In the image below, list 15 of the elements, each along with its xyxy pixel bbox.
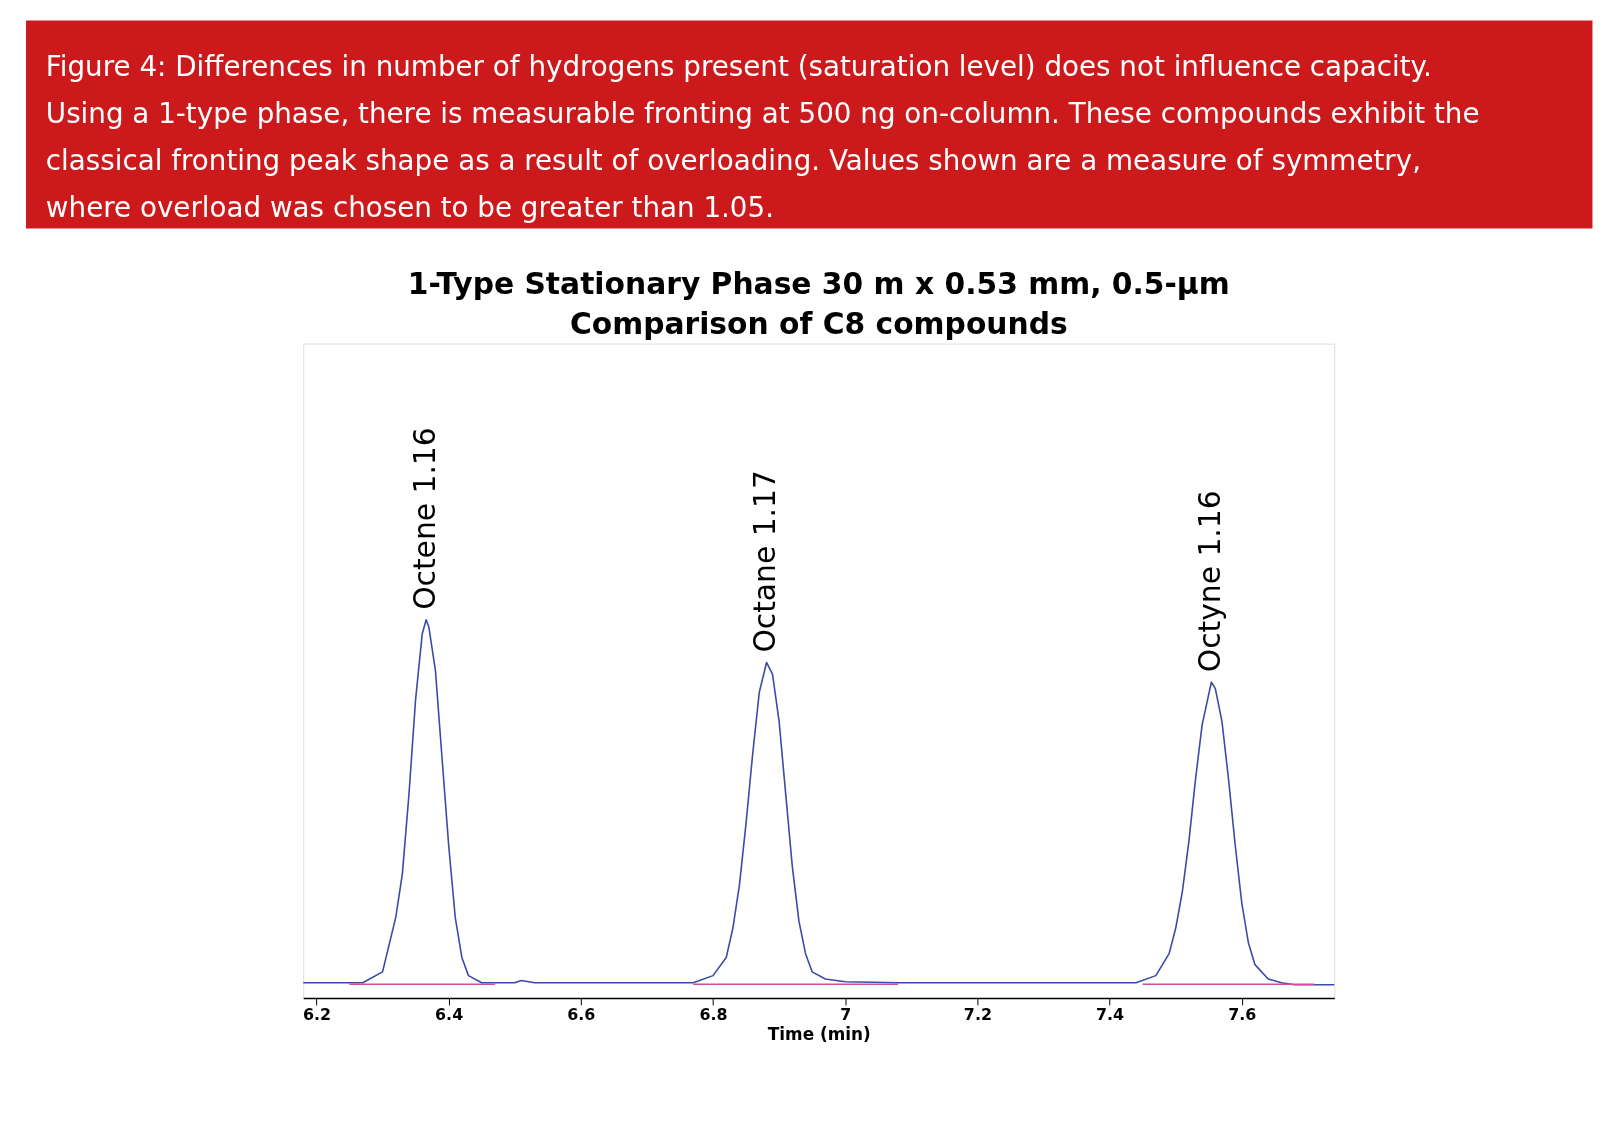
annotation: Octane 1.17 (747, 470, 783, 653)
x-tick-label: 7 (840, 1005, 852, 1025)
x-tick-label: 7.2 (963, 1005, 992, 1025)
annotation: Octene 1.16 (407, 427, 443, 610)
x-tick-label: 6.2 (302, 1005, 331, 1025)
chart-title: 1-Type Stationary Phase 30 m x 0.53 mm, 0.5-µm (407, 266, 1230, 302)
chart-subtitle: Comparison of C8 compounds (569, 305, 1068, 341)
x-tick-label: 7.6 (1228, 1005, 1257, 1025)
annotation: Octyne 1.16 (1192, 490, 1228, 673)
x-axis-title: Time (min) (767, 1024, 871, 1045)
x-tick-label: 6.6 (567, 1005, 596, 1025)
x-tick-label: 7.4 (1096, 1005, 1125, 1025)
x-tick-label: 6.8 (699, 1005, 728, 1025)
x-tick-label: 6.4 (435, 1005, 464, 1025)
caption: Figure 4: Differences in number of hydrogens present (saturation level) does not influence capacity. Using a 1-type phase, there is measurable fronting at 500 ng on-column. These compounds exhibit the classical fronting peak shape as a result of overloading. Values shown are a measure of symmetry, where overload was chosen to be greater than 1.05. (45, 49, 1480, 224)
